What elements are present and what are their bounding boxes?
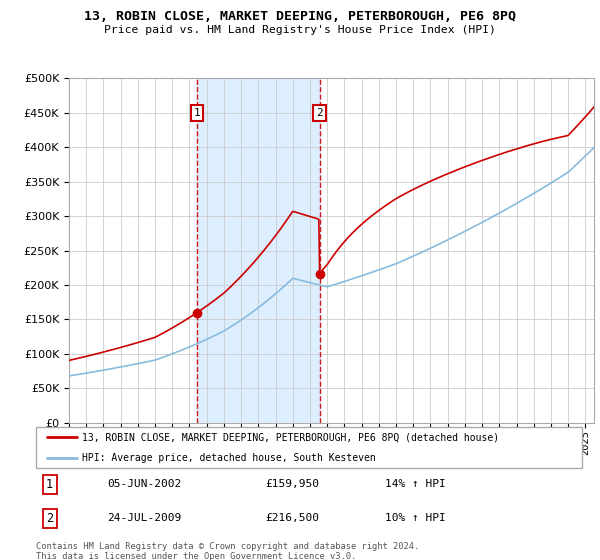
Text: HPI: Average price, detached house, South Kesteven: HPI: Average price, detached house, Sout… xyxy=(82,452,376,463)
Text: 2: 2 xyxy=(46,512,53,525)
Text: 1: 1 xyxy=(46,478,53,491)
Text: 2: 2 xyxy=(316,108,323,118)
Text: 14% ↑ HPI: 14% ↑ HPI xyxy=(385,479,446,489)
Bar xyxy=(197,78,320,423)
FancyBboxPatch shape xyxy=(36,427,582,468)
Text: 05-JUN-2002: 05-JUN-2002 xyxy=(107,479,181,489)
Text: 13, ROBIN CLOSE, MARKET DEEPING, PETERBOROUGH, PE6 8PQ: 13, ROBIN CLOSE, MARKET DEEPING, PETERBO… xyxy=(84,10,516,23)
Text: 10% ↑ HPI: 10% ↑ HPI xyxy=(385,514,446,524)
Text: Price paid vs. HM Land Registry's House Price Index (HPI): Price paid vs. HM Land Registry's House … xyxy=(104,25,496,35)
Text: £216,500: £216,500 xyxy=(265,514,319,524)
Text: £159,950: £159,950 xyxy=(265,479,319,489)
Text: 24-JUL-2009: 24-JUL-2009 xyxy=(107,514,181,524)
Text: 13, ROBIN CLOSE, MARKET DEEPING, PETERBOROUGH, PE6 8PQ (detached house): 13, ROBIN CLOSE, MARKET DEEPING, PETERBO… xyxy=(82,432,500,442)
Text: Contains HM Land Registry data © Crown copyright and database right 2024.
This d: Contains HM Land Registry data © Crown c… xyxy=(36,542,419,560)
Text: 1: 1 xyxy=(194,108,200,118)
